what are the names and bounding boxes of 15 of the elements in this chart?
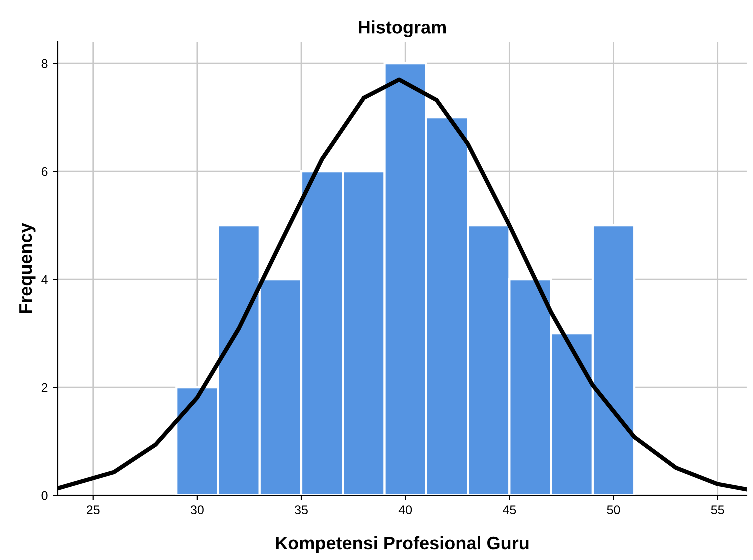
y-axis-title: Frequency [20,223,36,314]
y-tick-label: 4 [42,276,48,284]
y-tick-label: 2 [42,383,48,392]
x-tick-label: 30 [190,506,204,515]
x-tick-label: 35 [295,506,308,515]
y-tick-label: 6 [42,167,48,176]
x-tick-label: 40 [398,506,412,515]
x-tick-label: 45 [503,506,516,515]
y-tick-label: 0 [42,491,48,500]
y-tick-label: 8 [42,59,48,68]
x-tick-label: 55 [711,506,724,515]
x-tick-label: 25 [87,506,100,515]
x-tick-label: 50 [607,506,620,515]
x-axis-title: Kompetensi Profesional Guru [276,536,529,554]
chart-title: Histogram [359,20,446,38]
